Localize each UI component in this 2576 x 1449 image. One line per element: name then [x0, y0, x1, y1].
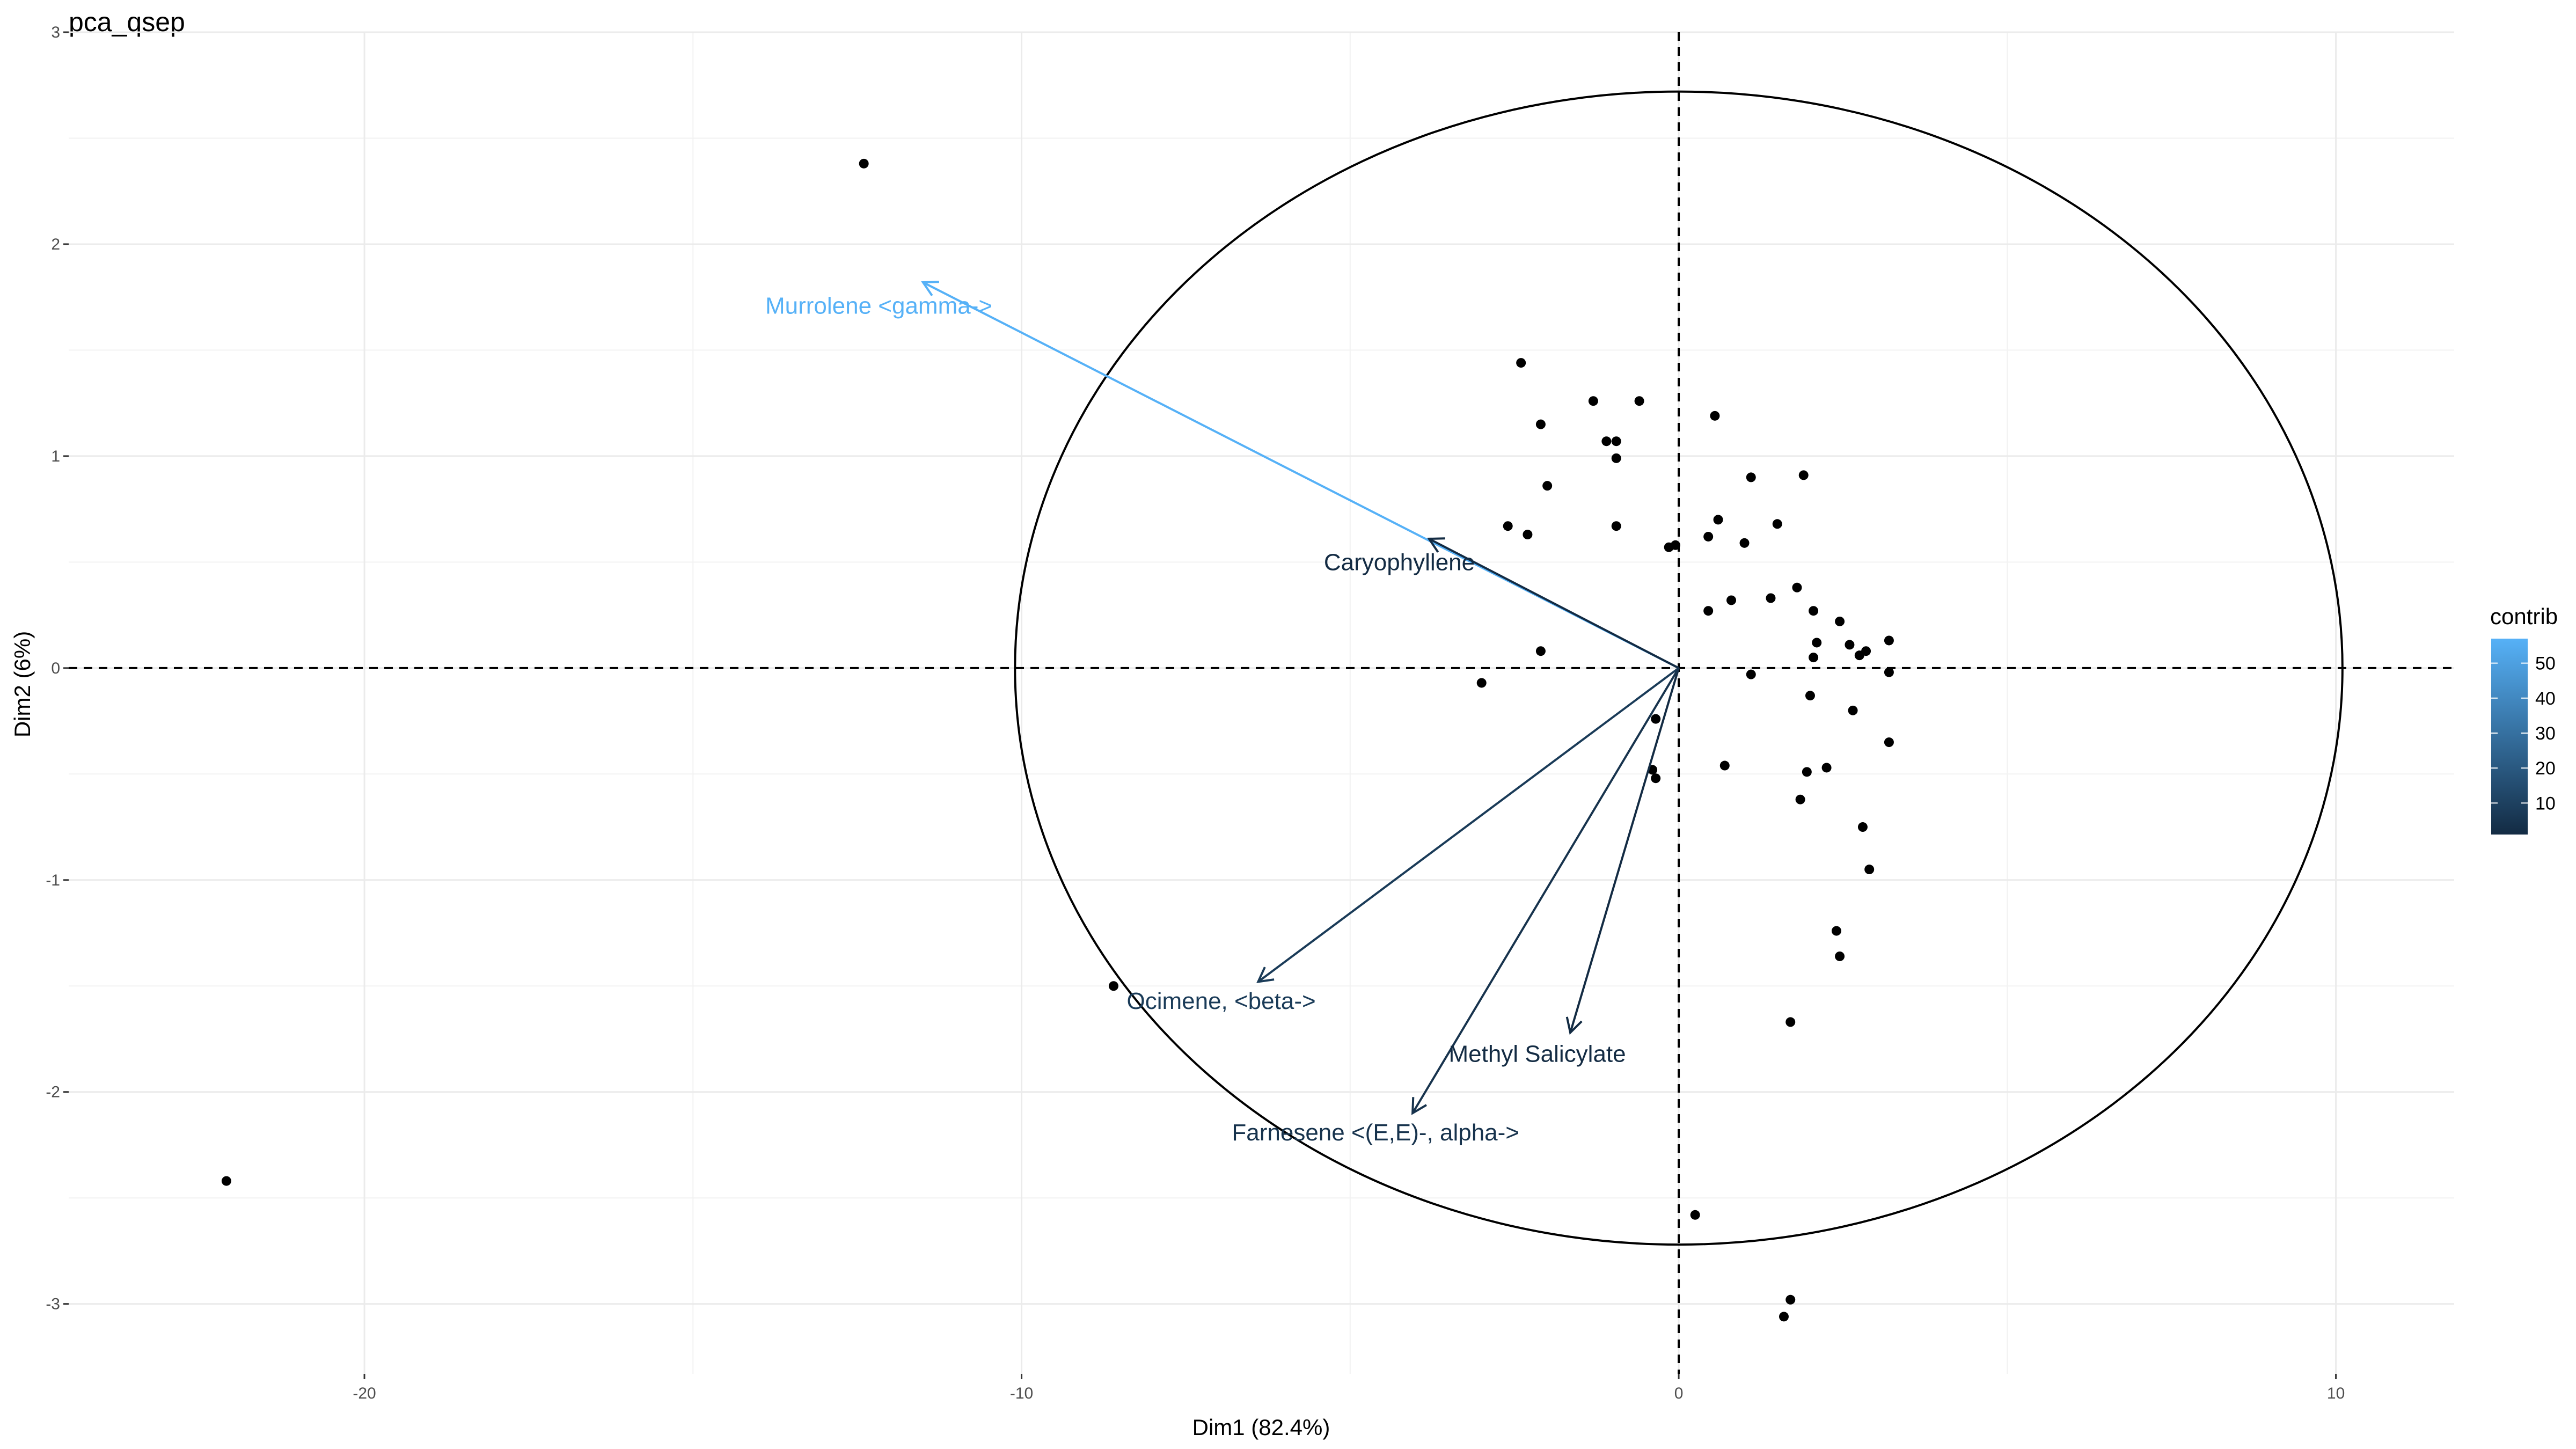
individual-point: [1719, 760, 1730, 771]
legend-label: 20: [2535, 758, 2556, 779]
individual-point: [1766, 593, 1776, 603]
y-tick-label: -3: [46, 1296, 60, 1313]
individual-point: [1651, 773, 1661, 784]
individual-point: [1835, 616, 1845, 626]
y-tick-label: 3: [51, 24, 60, 41]
individual-point: [1884, 667, 1894, 677]
arrow-head: [921, 281, 939, 296]
individual-point: [1792, 582, 1802, 592]
individual-point: [1798, 470, 1809, 480]
individual-point: [1854, 650, 1864, 661]
variable-label: Murrolene <gamma->: [765, 292, 992, 319]
individual-point: [1611, 453, 1621, 463]
arrow-head: [1565, 1016, 1583, 1035]
individual-point: [1857, 822, 1868, 832]
arrow-head: [1411, 1097, 1428, 1115]
individual-point: [1726, 595, 1737, 605]
y-tick-label: -2: [46, 1084, 60, 1101]
y-tick-label: 2: [51, 236, 60, 253]
legend-label: 30: [2535, 723, 2556, 744]
individual-point: [1779, 1312, 1789, 1322]
y-axis-title: Dim2 (6%): [10, 631, 35, 737]
variable-label: Ocimene, <beta->: [1126, 988, 1315, 1014]
individual-point: [1611, 436, 1621, 447]
legend-label: 10: [2535, 793, 2556, 814]
individual-point: [1476, 678, 1487, 688]
individual-point: [1108, 981, 1118, 991]
reference-lines: [69, 32, 2454, 1374]
individual-point: [1772, 519, 1782, 529]
arrow-head: [1427, 537, 1445, 553]
individual-point: [221, 1176, 231, 1186]
grid: [69, 31, 2454, 1374]
circle-outline: [1014, 90, 2344, 1246]
variable-arrow: [1428, 538, 1679, 669]
individual-point: [1703, 606, 1714, 616]
individual-point: [1802, 767, 1812, 777]
individual-point: [859, 158, 869, 169]
individual-point: [1670, 540, 1680, 550]
individual-point: [1535, 419, 1546, 429]
individual-point: [1746, 472, 1756, 482]
individual-point: [1821, 763, 1832, 773]
individual-point: [1690, 1210, 1700, 1220]
variable-arrows: [921, 281, 1680, 1115]
individual-point: [1805, 691, 1815, 701]
individual-point: [1588, 396, 1598, 406]
individual-point: [1739, 538, 1750, 548]
individual-point: [1785, 1017, 1796, 1027]
individual-point: [1503, 521, 1513, 531]
individual-point: [1611, 521, 1621, 531]
individual-point: [1884, 635, 1894, 646]
variable-labels: Murrolene <gamma-> Caryophyllene Ocimene, …: [765, 292, 1626, 1145]
individual-point: [1795, 794, 1805, 804]
individual-point: [1601, 436, 1612, 447]
correlation-circle: [1014, 90, 2344, 1246]
variable-arrow: [1411, 667, 1680, 1114]
y-tick-label: -1: [46, 872, 60, 889]
variable-arrow: [1569, 668, 1680, 1033]
individual-point: [1746, 669, 1756, 679]
individual-point: [1831, 926, 1841, 936]
individual-point: [1812, 638, 1822, 648]
individual-point: [1845, 640, 1855, 650]
individual-point: [1848, 705, 1858, 715]
individual-point: [1523, 530, 1533, 540]
legend-label: 40: [2535, 689, 2556, 709]
individual-point: [1864, 865, 1875, 875]
individual-point: [1713, 515, 1723, 525]
individual-point: [1516, 358, 1526, 368]
variable-arrow: [1257, 667, 1680, 983]
x-tick-label: -20: [353, 1385, 376, 1402]
variable-label: Farnesene <(E,E)-, alpha->: [1232, 1119, 1519, 1146]
individual-point: [1710, 411, 1720, 421]
x-axis-title: Dim1 (82.4%): [1192, 1415, 1330, 1440]
individual-point: [1542, 481, 1553, 491]
y-tick-label: 0: [51, 660, 60, 677]
y-tick-label: 1: [51, 448, 60, 465]
individual-point: [1535, 646, 1546, 656]
x-tick-label: 10: [2327, 1385, 2345, 1402]
individual-point: [1785, 1294, 1796, 1305]
legend-title: contrib: [2490, 604, 2558, 629]
individual-point: [1809, 653, 1819, 663]
legend: contrib 10 20 30 40 50: [2490, 604, 2558, 835]
arrow-head: [1256, 967, 1275, 983]
x-tick-label: -10: [1010, 1385, 1033, 1402]
individual-point: [1703, 531, 1714, 541]
individual-point: [1835, 951, 1845, 961]
legend-label: 50: [2535, 654, 2556, 674]
legend-colorbar: [2491, 639, 2528, 835]
individual-point: [1884, 737, 1894, 748]
individual-point: [1634, 396, 1644, 406]
individual-points: [221, 158, 1894, 1322]
individual-point: [1809, 606, 1819, 616]
individual-point: [1651, 714, 1661, 724]
variable-label: Methyl Salicylate: [1448, 1041, 1626, 1067]
variable-label: Caryophyllene: [1324, 549, 1475, 575]
x-tick-label: 0: [1674, 1385, 1684, 1402]
